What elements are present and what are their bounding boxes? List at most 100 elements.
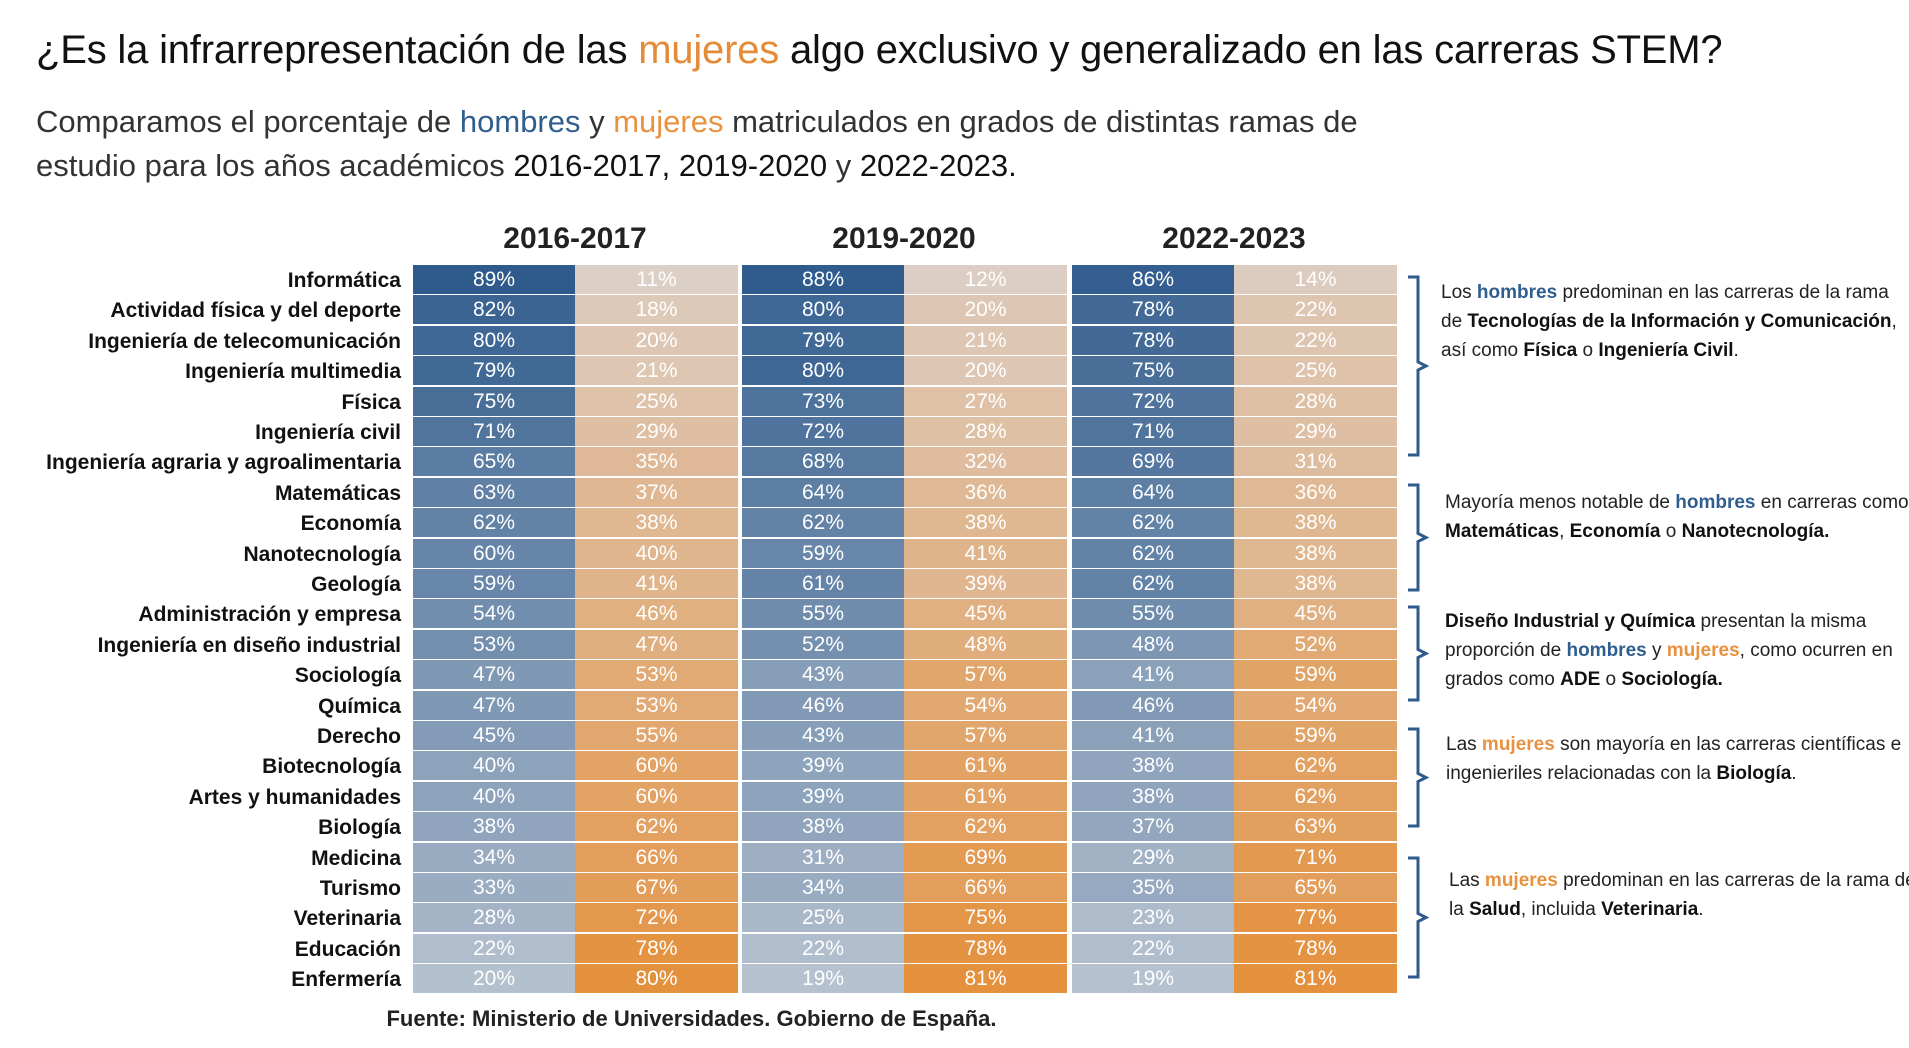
subtitle-year: 2022-2023 — [859, 148, 1009, 183]
cell-women: 69% — [904, 842, 1067, 872]
cell-women: 66% — [575, 842, 738, 872]
subtitle-text: , — [661, 148, 679, 183]
category-label: Administración y empresa — [138, 603, 401, 627]
cell-men: 68% — [742, 447, 904, 477]
annotation-text: hombres — [1566, 640, 1647, 661]
cell-men: 34% — [413, 842, 575, 872]
cell-women: 53% — [575, 660, 738, 690]
cell-men: 20% — [413, 964, 575, 994]
category-label: Biotecnología — [262, 755, 401, 779]
cell-women: 78% — [575, 933, 738, 963]
cell-men: 60% — [413, 538, 575, 568]
cell-men: 28% — [413, 903, 575, 933]
annotation-text: Diseño Industrial y Química — [1445, 611, 1696, 632]
cell-women: 54% — [1234, 690, 1397, 720]
cell-men: 22% — [413, 933, 575, 963]
cell-men: 80% — [742, 356, 904, 386]
cell-men: 80% — [742, 295, 904, 325]
cell-men: 79% — [742, 325, 904, 355]
cell-women: 36% — [1234, 477, 1397, 507]
cell-men: 35% — [1072, 873, 1234, 902]
cell-women: 78% — [904, 933, 1067, 963]
subtitle-text: matriculados en grados de distintas rama… — [723, 104, 1358, 139]
brace-icon — [1408, 856, 1430, 979]
cell-women: 78% — [1234, 933, 1397, 963]
cell-women: 20% — [575, 325, 738, 355]
cell-men: 53% — [413, 629, 575, 659]
annotation-text: Mayoría menos notable de — [1445, 492, 1676, 513]
cell-women: 57% — [904, 660, 1067, 690]
annotation-text: Los — [1441, 282, 1477, 303]
cell-men: 62% — [413, 508, 575, 538]
annotation-text: Economía — [1569, 521, 1661, 542]
cell-women: 60% — [575, 751, 738, 781]
cell-men: 75% — [1072, 356, 1234, 386]
cell-men: 78% — [1072, 295, 1234, 325]
annotation-text: Matemáticas — [1445, 521, 1560, 542]
annotation-text: hombres — [1476, 282, 1558, 303]
cell-men: 65% — [413, 447, 575, 477]
cell-men: 43% — [742, 721, 904, 750]
cell-women: 62% — [1234, 751, 1397, 781]
cell-men: 59% — [413, 569, 575, 598]
cell-women: 25% — [1234, 356, 1397, 386]
cell-men: 48% — [1072, 629, 1234, 659]
cell-women: 61% — [904, 751, 1067, 781]
cell-men: 47% — [413, 690, 575, 720]
cell-women: 22% — [1234, 295, 1397, 325]
annotation-note: Los hombres predominan en las carreras d… — [1441, 278, 1909, 365]
cell-men: 86% — [1072, 265, 1234, 294]
cell-men: 72% — [742, 417, 904, 446]
category-label: Educación — [294, 937, 401, 961]
cell-women: 38% — [904, 508, 1067, 538]
cell-women: 28% — [1234, 386, 1397, 416]
subtitle-year: 2016-2017 — [513, 148, 662, 183]
annotation-note: Mayoría menos notable de hombres en carr… — [1445, 488, 1909, 546]
annotation-text: , como ocurren en grados como — [1445, 640, 1893, 690]
cell-men: 41% — [1072, 721, 1234, 750]
cell-women: 21% — [575, 356, 738, 386]
cell-men: 71% — [413, 417, 575, 446]
cell-women: 28% — [904, 417, 1067, 446]
cell-men: 73% — [742, 386, 904, 416]
annotation-text: presentan la misma proporción de — [1445, 611, 1867, 661]
category-label: Medicina — [311, 846, 401, 870]
subtitle-men: hombres — [459, 104, 581, 139]
annotation-text: . — [1698, 899, 1704, 920]
cell-women: 35% — [575, 447, 738, 477]
cell-women: 63% — [1234, 812, 1397, 842]
cell-men: 37% — [1072, 812, 1234, 842]
cell-men: 64% — [1072, 477, 1234, 507]
cell-women: 38% — [1234, 538, 1397, 568]
annotation-text: mujeres — [1666, 640, 1740, 661]
category-label: Ingeniería multimedia — [185, 360, 401, 384]
cell-men: 80% — [413, 325, 575, 355]
annotation-text: o — [1600, 669, 1622, 690]
cell-women: 67% — [575, 873, 738, 902]
cell-men: 69% — [1072, 447, 1234, 477]
annotation-text: , así como — [1441, 311, 1897, 361]
cell-women: 41% — [575, 569, 738, 598]
subtitle-text: estudio para los años académicos — [36, 148, 514, 183]
annotation-text: Tecnologías de la Información y Comunica… — [1467, 311, 1892, 332]
cell-women: 81% — [1234, 964, 1397, 994]
category-label: Física — [341, 390, 401, 414]
cell-women: 22% — [1234, 325, 1397, 355]
annotation-text: Las — [1446, 734, 1482, 755]
annotation-text: , incluida — [1520, 899, 1602, 920]
cell-men: 78% — [1072, 325, 1234, 355]
category-label: Química — [318, 694, 401, 718]
cell-men: 62% — [1072, 508, 1234, 538]
cell-men: 43% — [742, 660, 904, 690]
category-label: Veterinaria — [293, 907, 401, 931]
cell-women: 38% — [1234, 569, 1397, 598]
cell-men: 40% — [413, 781, 575, 811]
cell-men: 39% — [742, 781, 904, 811]
cell-women: 21% — [904, 325, 1067, 355]
cell-women: 46% — [575, 599, 738, 629]
cell-men: 29% — [1072, 842, 1234, 872]
annotation-text: Veterinaria — [1601, 899, 1699, 920]
cell-women: 36% — [904, 477, 1067, 507]
annotation-text: . — [1791, 763, 1797, 784]
annotation-text: Salud — [1469, 899, 1521, 920]
